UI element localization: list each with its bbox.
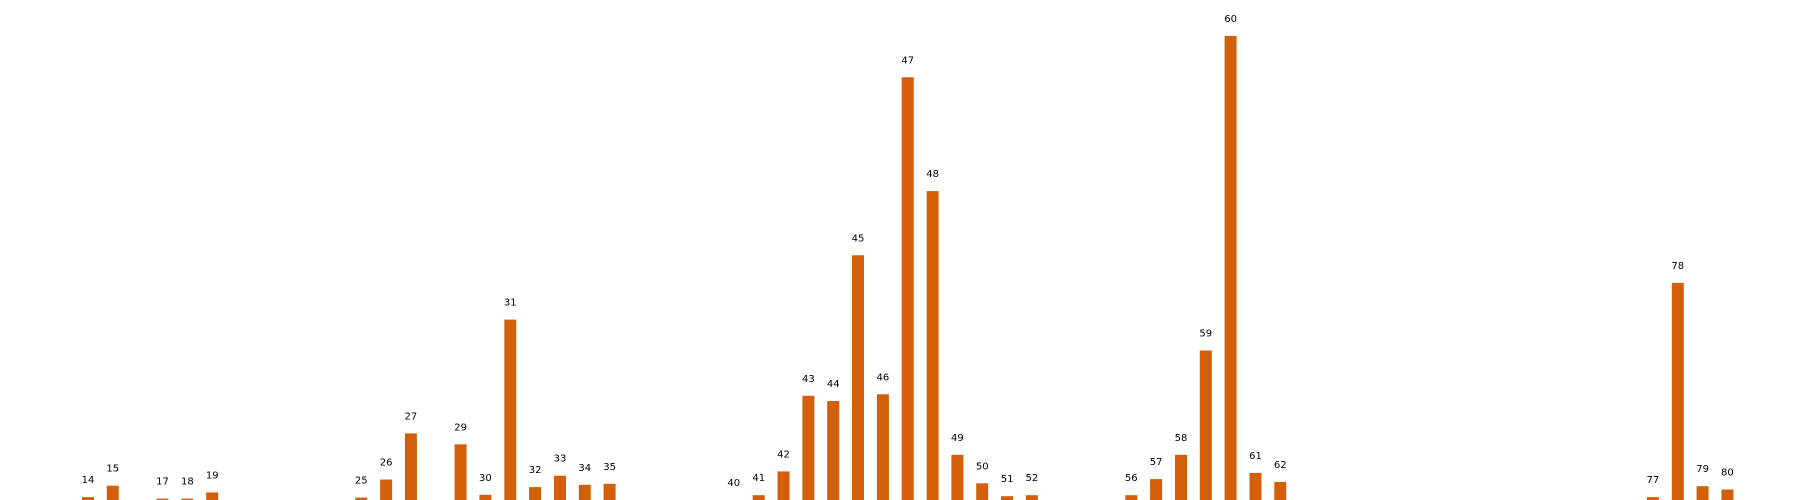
bar-label-32: 32	[529, 465, 542, 476]
bar-label-35: 35	[603, 462, 616, 473]
bar-60	[1224, 35, 1237, 500]
bar-62	[1274, 481, 1287, 500]
bar-43	[802, 395, 815, 500]
bar-47	[901, 77, 914, 500]
bar-label-52: 52	[1026, 473, 1039, 484]
bar-label-31: 31	[504, 298, 517, 309]
bar-25	[355, 497, 368, 500]
bar-label-49: 49	[951, 433, 964, 444]
bar-label-61: 61	[1249, 451, 1262, 462]
bar-59	[1199, 350, 1212, 500]
bar-label-78: 78	[1671, 261, 1684, 272]
bar-label-80: 80	[1721, 468, 1734, 479]
bar-56	[1125, 495, 1138, 500]
bar-46	[876, 394, 889, 500]
bar-49	[951, 454, 964, 500]
bar-33	[554, 475, 566, 500]
bar-34	[578, 484, 591, 500]
bar-label-14: 14	[82, 475, 95, 486]
bar-label-41: 41	[752, 473, 765, 484]
bar-label-30: 30	[479, 473, 492, 484]
bar-label-25: 25	[355, 476, 368, 487]
bar-label-60: 60	[1224, 14, 1237, 25]
bar-label-15: 15	[106, 464, 119, 475]
bar-value-labels: 14 15 17 18 19 25 26 27 29 30 31 32 33 34 35 40 41 42 43 44…	[82, 14, 1734, 489]
bar-19	[206, 492, 219, 500]
bar-18	[181, 498, 194, 500]
bar-58	[1175, 454, 1187, 500]
bar-17	[156, 498, 169, 500]
bar-label-77: 77	[1647, 475, 1660, 486]
bar-30	[479, 494, 492, 500]
bar-label-47: 47	[901, 55, 914, 66]
bar-label-46: 46	[877, 372, 890, 383]
bar-26	[380, 479, 393, 500]
bar-79	[1696, 486, 1709, 500]
bar-label-56: 56	[1125, 473, 1138, 484]
bar-29	[454, 444, 467, 500]
bar-label-34: 34	[578, 463, 591, 474]
bar-41	[752, 495, 765, 500]
bar-label-79: 79	[1696, 464, 1709, 475]
bar-label-17: 17	[156, 477, 169, 488]
bar-61	[1249, 472, 1262, 500]
bar-27	[404, 433, 417, 500]
bar-45	[852, 255, 864, 500]
bar-44	[827, 401, 840, 500]
bar-77	[1646, 497, 1659, 500]
bar-42	[777, 471, 790, 500]
bar-35	[603, 483, 616, 500]
bar-label-51: 51	[1001, 474, 1014, 485]
bar-label-59: 59	[1199, 329, 1212, 340]
bar-series	[82, 35, 1734, 500]
bar-label-58: 58	[1175, 433, 1188, 444]
bar-label-29: 29	[454, 422, 467, 433]
bar-31	[504, 319, 517, 500]
bar-label-48: 48	[926, 169, 939, 180]
bar-label-42: 42	[777, 449, 790, 460]
bar-label-18: 18	[181, 477, 194, 488]
bar-48	[926, 191, 939, 500]
bar-57	[1150, 479, 1163, 500]
bar-78	[1671, 282, 1684, 500]
bar-label-45: 45	[852, 233, 865, 244]
bar-14	[82, 497, 94, 500]
bar-label-44: 44	[827, 379, 840, 390]
bar-label-26: 26	[380, 458, 393, 469]
bar-label-27: 27	[405, 411, 418, 422]
bar-52	[1025, 495, 1038, 500]
bar-label-33: 33	[554, 454, 567, 465]
bar-32	[529, 487, 542, 500]
bar-label-43: 43	[802, 374, 815, 385]
bar-label-62: 62	[1274, 460, 1287, 471]
bar-50	[976, 483, 989, 500]
bar-51	[1001, 496, 1014, 500]
bar-label-40: 40	[727, 478, 740, 489]
bar-label-50: 50	[976, 461, 989, 472]
bar-label-19: 19	[206, 470, 219, 481]
bar-15	[106, 485, 119, 500]
bar-label-57: 57	[1150, 457, 1163, 468]
bar-80	[1721, 489, 1734, 500]
